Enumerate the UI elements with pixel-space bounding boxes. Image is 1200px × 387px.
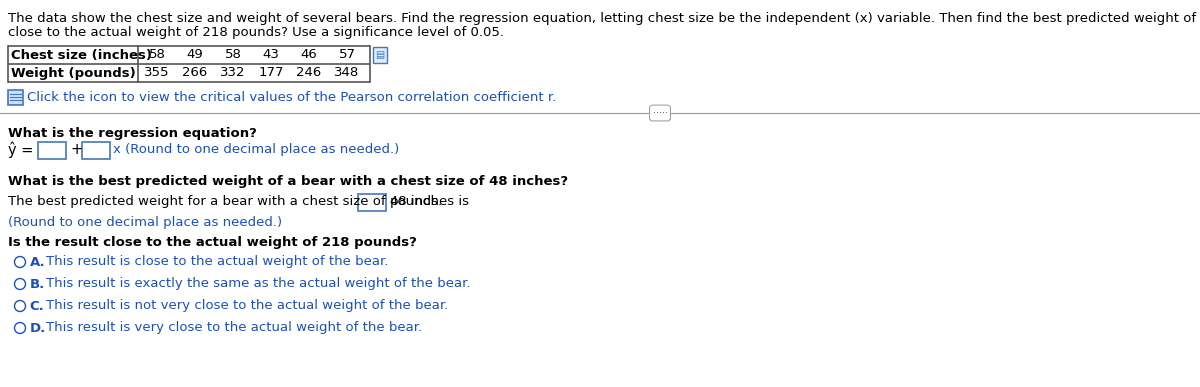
Text: 177: 177 xyxy=(258,67,283,79)
Text: ŷ =: ŷ = xyxy=(8,142,34,158)
Text: 57: 57 xyxy=(338,48,355,62)
Text: Weight (pounds): Weight (pounds) xyxy=(11,67,136,79)
Text: 58: 58 xyxy=(149,48,166,62)
FancyBboxPatch shape xyxy=(8,90,23,105)
Text: B.: B. xyxy=(30,277,44,291)
Text: This result is exactly the same as the actual weight of the bear.: This result is exactly the same as the a… xyxy=(46,277,470,291)
Text: A.: A. xyxy=(30,255,46,269)
Text: close to the actual weight of 218 pounds? Use a significance level of 0.05.: close to the actual weight of 218 pounds… xyxy=(8,26,504,39)
Text: D.: D. xyxy=(30,322,46,334)
Text: 266: 266 xyxy=(182,67,208,79)
Text: This result is not very close to the actual weight of the bear.: This result is not very close to the act… xyxy=(46,300,448,312)
Text: The best predicted weight for a bear with a chest size of 48 inches is: The best predicted weight for a bear wit… xyxy=(8,195,469,209)
Text: The data show the chest size and weight of several bears. Find the regression eq: The data show the chest size and weight … xyxy=(8,12,1200,25)
Text: pounds.: pounds. xyxy=(390,195,443,209)
Text: 58: 58 xyxy=(224,48,241,62)
Text: This result is very close to the actual weight of the bear.: This result is very close to the actual … xyxy=(46,322,421,334)
Text: 46: 46 xyxy=(301,48,317,62)
Text: Click the icon to view the critical values of the Pearson correlation coefficien: Click the icon to view the critical valu… xyxy=(28,91,557,104)
FancyBboxPatch shape xyxy=(38,142,66,159)
Text: What is the regression equation?: What is the regression equation? xyxy=(8,127,257,140)
FancyBboxPatch shape xyxy=(373,47,386,63)
Text: x (Round to one decimal place as needed.): x (Round to one decimal place as needed.… xyxy=(113,144,400,156)
Text: C.: C. xyxy=(30,300,44,312)
Text: What is the best predicted weight of a bear with a chest size of 48 inches?: What is the best predicted weight of a b… xyxy=(8,175,568,188)
Text: (Round to one decimal place as needed.): (Round to one decimal place as needed.) xyxy=(8,216,282,229)
Text: ·····: ····· xyxy=(653,108,667,118)
Text: 43: 43 xyxy=(263,48,280,62)
Text: +: + xyxy=(71,142,83,158)
Text: Is the result close to the actual weight of 218 pounds?: Is the result close to the actual weight… xyxy=(8,236,416,249)
FancyBboxPatch shape xyxy=(82,142,110,159)
Text: Chest size (inches): Chest size (inches) xyxy=(11,48,152,62)
Text: ▤: ▤ xyxy=(376,50,385,60)
Text: 49: 49 xyxy=(187,48,203,62)
FancyBboxPatch shape xyxy=(358,194,386,211)
Text: 332: 332 xyxy=(221,67,246,79)
Text: 246: 246 xyxy=(296,67,322,79)
Text: 348: 348 xyxy=(335,67,360,79)
Text: 355: 355 xyxy=(144,67,169,79)
Text: This result is close to the actual weight of the bear.: This result is close to the actual weigh… xyxy=(46,255,388,269)
